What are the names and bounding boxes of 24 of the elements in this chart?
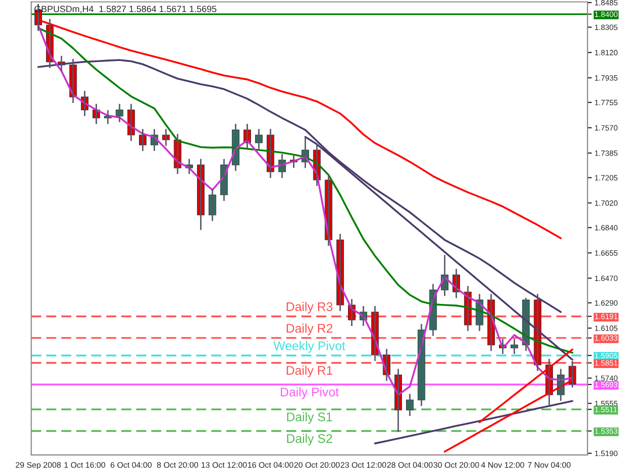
x-tick-label: 13 Oct 12:00 <box>202 462 247 468</box>
x-tick-label: 7 Nov 04:00 <box>528 462 571 468</box>
line-series <box>478 348 574 424</box>
ref-line-label: Daily R1 <box>286 366 332 378</box>
ref-line-label: Daily Pivot <box>280 387 339 399</box>
x-tick-label: 8 Oct 20:00 <box>157 462 198 468</box>
ref-line-label: Daily R2 <box>286 324 332 336</box>
ref-line-label: Weekly Pivot <box>273 341 346 353</box>
x-tick-label: 30 Oct 20:00 <box>434 462 480 468</box>
candlestick <box>510 338 518 355</box>
x-tick-label: 6 Oct 04:00 <box>110 462 152 468</box>
x-tick-label: 20 Oct 20:00 <box>294 462 340 468</box>
ref-line-label: Daily R3 <box>286 302 332 314</box>
x-tick-label: 1 Oct 16:00 <box>64 462 106 468</box>
x-tick-label: 29 Sep 2008 <box>16 462 61 469</box>
candlestick <box>162 128 170 147</box>
x-tick-label: 23 Oct 12:00 <box>340 462 386 468</box>
x-tick-label: 4 Nov 12:00 <box>481 462 524 468</box>
ref-line-label: Daily S1 <box>287 412 332 424</box>
line-series <box>374 400 574 444</box>
ref-line-label: Daily S2 <box>287 434 332 446</box>
x-tick-label: 16 Oct 04:00 <box>248 462 294 468</box>
candlestick <box>116 103 124 123</box>
x-tick-label: 28 Oct 04:00 <box>387 462 433 468</box>
